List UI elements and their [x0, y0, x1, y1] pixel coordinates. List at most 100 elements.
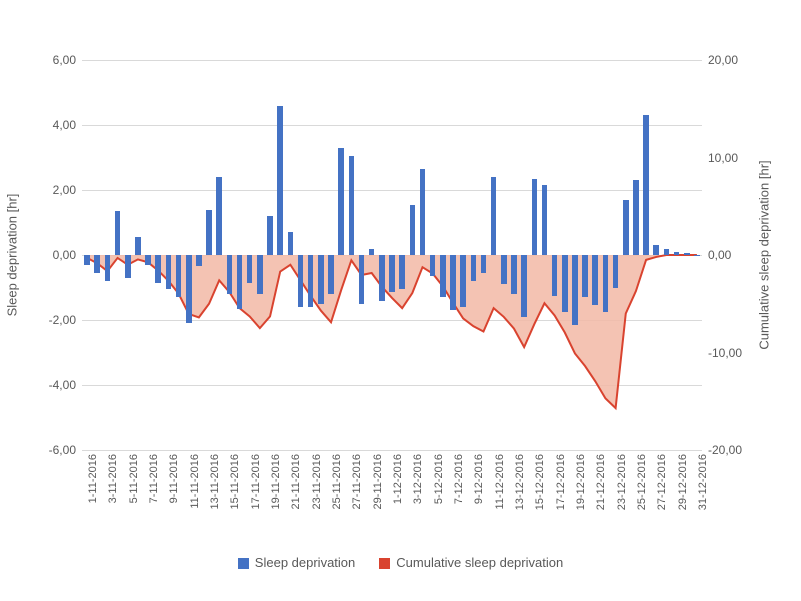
- bar: [379, 255, 385, 301]
- x-tick-label: 19-11-2016: [270, 454, 282, 509]
- legend-label: Sleep deprivation: [255, 555, 355, 570]
- x-tick-label: 5-12-2016: [433, 454, 445, 504]
- bar: [247, 255, 253, 283]
- bar: [603, 255, 609, 312]
- bar: [227, 255, 233, 294]
- x-tick-label: 7-12-2016: [453, 454, 465, 504]
- legend-swatch: [379, 558, 390, 569]
- bar: [359, 255, 365, 304]
- y-axis-left-title: Sleep deprivation [hr]: [5, 194, 20, 317]
- y-right-tick-label: 10,00: [708, 151, 738, 165]
- x-tick-label: 1-12-2016: [392, 454, 404, 504]
- bar: [115, 211, 121, 255]
- x-tick-label: 25-12-2016: [636, 454, 648, 510]
- y-right-tick-label: -10,00: [708, 346, 742, 360]
- y-left-tick-label: -4,00: [49, 378, 76, 392]
- bar: [572, 255, 578, 325]
- bar: [471, 255, 477, 281]
- bar: [308, 255, 314, 307]
- bar: [186, 255, 192, 323]
- y-left-tick-label: -6,00: [49, 443, 76, 457]
- bar: [653, 245, 659, 255]
- bar: [552, 255, 558, 296]
- x-tick-label: 5-11-2016: [128, 454, 140, 503]
- bar: [501, 255, 507, 284]
- bar: [562, 255, 568, 312]
- bar: [237, 255, 243, 309]
- gridline: [82, 450, 702, 451]
- y-right-tick-label: 20,00: [708, 53, 738, 67]
- y-left-tick-label: 4,00: [53, 118, 76, 132]
- x-tick-label: 1-11-2016: [87, 454, 99, 503]
- y-left-tick-label: -2,00: [49, 313, 76, 327]
- bar: [684, 253, 690, 255]
- bar: [542, 185, 548, 255]
- x-tick-label: 7-11-2016: [148, 454, 160, 503]
- legend: Sleep deprivation Cumulative sleep depriv…: [0, 555, 801, 570]
- bar: [338, 148, 344, 255]
- bar: [216, 177, 222, 255]
- y-left-tick-label: 0,00: [53, 248, 76, 262]
- x-tick-label: 3-12-2016: [412, 454, 424, 504]
- bar: [664, 249, 670, 256]
- bar: [481, 255, 487, 273]
- bar: [389, 255, 395, 292]
- bar: [532, 179, 538, 255]
- bar: [521, 255, 527, 317]
- bar: [105, 255, 111, 281]
- bar: [176, 255, 182, 297]
- x-tick-label: 29-12-2016: [677, 454, 689, 510]
- bar: [257, 255, 263, 294]
- bar: [440, 255, 446, 297]
- x-tick-label: 17-12-2016: [555, 454, 567, 510]
- bar: [643, 115, 649, 255]
- x-tick-label: 23-12-2016: [616, 454, 628, 510]
- x-tick-label: 29-11-2016: [372, 454, 384, 509]
- x-tick-label: 15-11-2016: [229, 454, 241, 509]
- x-tick-label: 27-12-2016: [656, 454, 668, 510]
- bar: [318, 255, 324, 304]
- bar: [694, 255, 700, 256]
- legend-label: Cumulative sleep deprivation: [396, 555, 563, 570]
- legend-item: Sleep deprivation: [238, 555, 355, 570]
- y-right-tick-label: 0,00: [708, 248, 731, 262]
- bar: [399, 255, 405, 289]
- plot-area: -6,00-4,00-2,000,002,004,006,00-20,00-10…: [82, 60, 702, 450]
- x-tick-label: 15-12-2016: [534, 454, 546, 510]
- y-axis-right-title: Cumulative sleep deprivation [hr]: [757, 160, 772, 349]
- bar: [277, 106, 283, 256]
- bar: [94, 255, 100, 273]
- y-right-tick-label: -20,00: [708, 443, 742, 457]
- bar: [613, 255, 619, 288]
- bar: [349, 156, 355, 255]
- bar: [491, 177, 497, 255]
- bar: [633, 180, 639, 255]
- bar: [328, 255, 334, 294]
- x-tick-label: 19-12-2016: [575, 454, 587, 510]
- x-tick-label: 3-11-2016: [107, 454, 119, 503]
- x-tick-label: 9-11-2016: [168, 454, 180, 503]
- bar: [450, 255, 456, 310]
- bar: [369, 249, 375, 256]
- x-tick-label: 21-12-2016: [595, 454, 607, 510]
- bar: [135, 237, 141, 255]
- bar: [206, 210, 212, 256]
- bar: [288, 232, 294, 255]
- bar: [592, 255, 598, 305]
- bar: [674, 252, 680, 255]
- x-tick-label: 11-12-2016: [494, 454, 506, 509]
- bar: [166, 255, 172, 289]
- bar: [410, 205, 416, 255]
- x-tick-label: 13-12-2016: [514, 454, 526, 510]
- bar: [145, 255, 151, 265]
- bar: [511, 255, 517, 294]
- x-tick-label: 17-11-2016: [250, 454, 262, 509]
- x-tick-label: 9-12-2016: [473, 454, 485, 504]
- legend-item: Cumulative sleep deprivation: [379, 555, 563, 570]
- legend-swatch: [238, 558, 249, 569]
- x-tick-label: 23-11-2016: [311, 454, 323, 509]
- x-tick-label: 25-11-2016: [331, 454, 343, 509]
- x-tick-label: 13-11-2016: [209, 454, 221, 509]
- x-tick-label: 21-11-2016: [290, 454, 302, 509]
- bar: [623, 200, 629, 255]
